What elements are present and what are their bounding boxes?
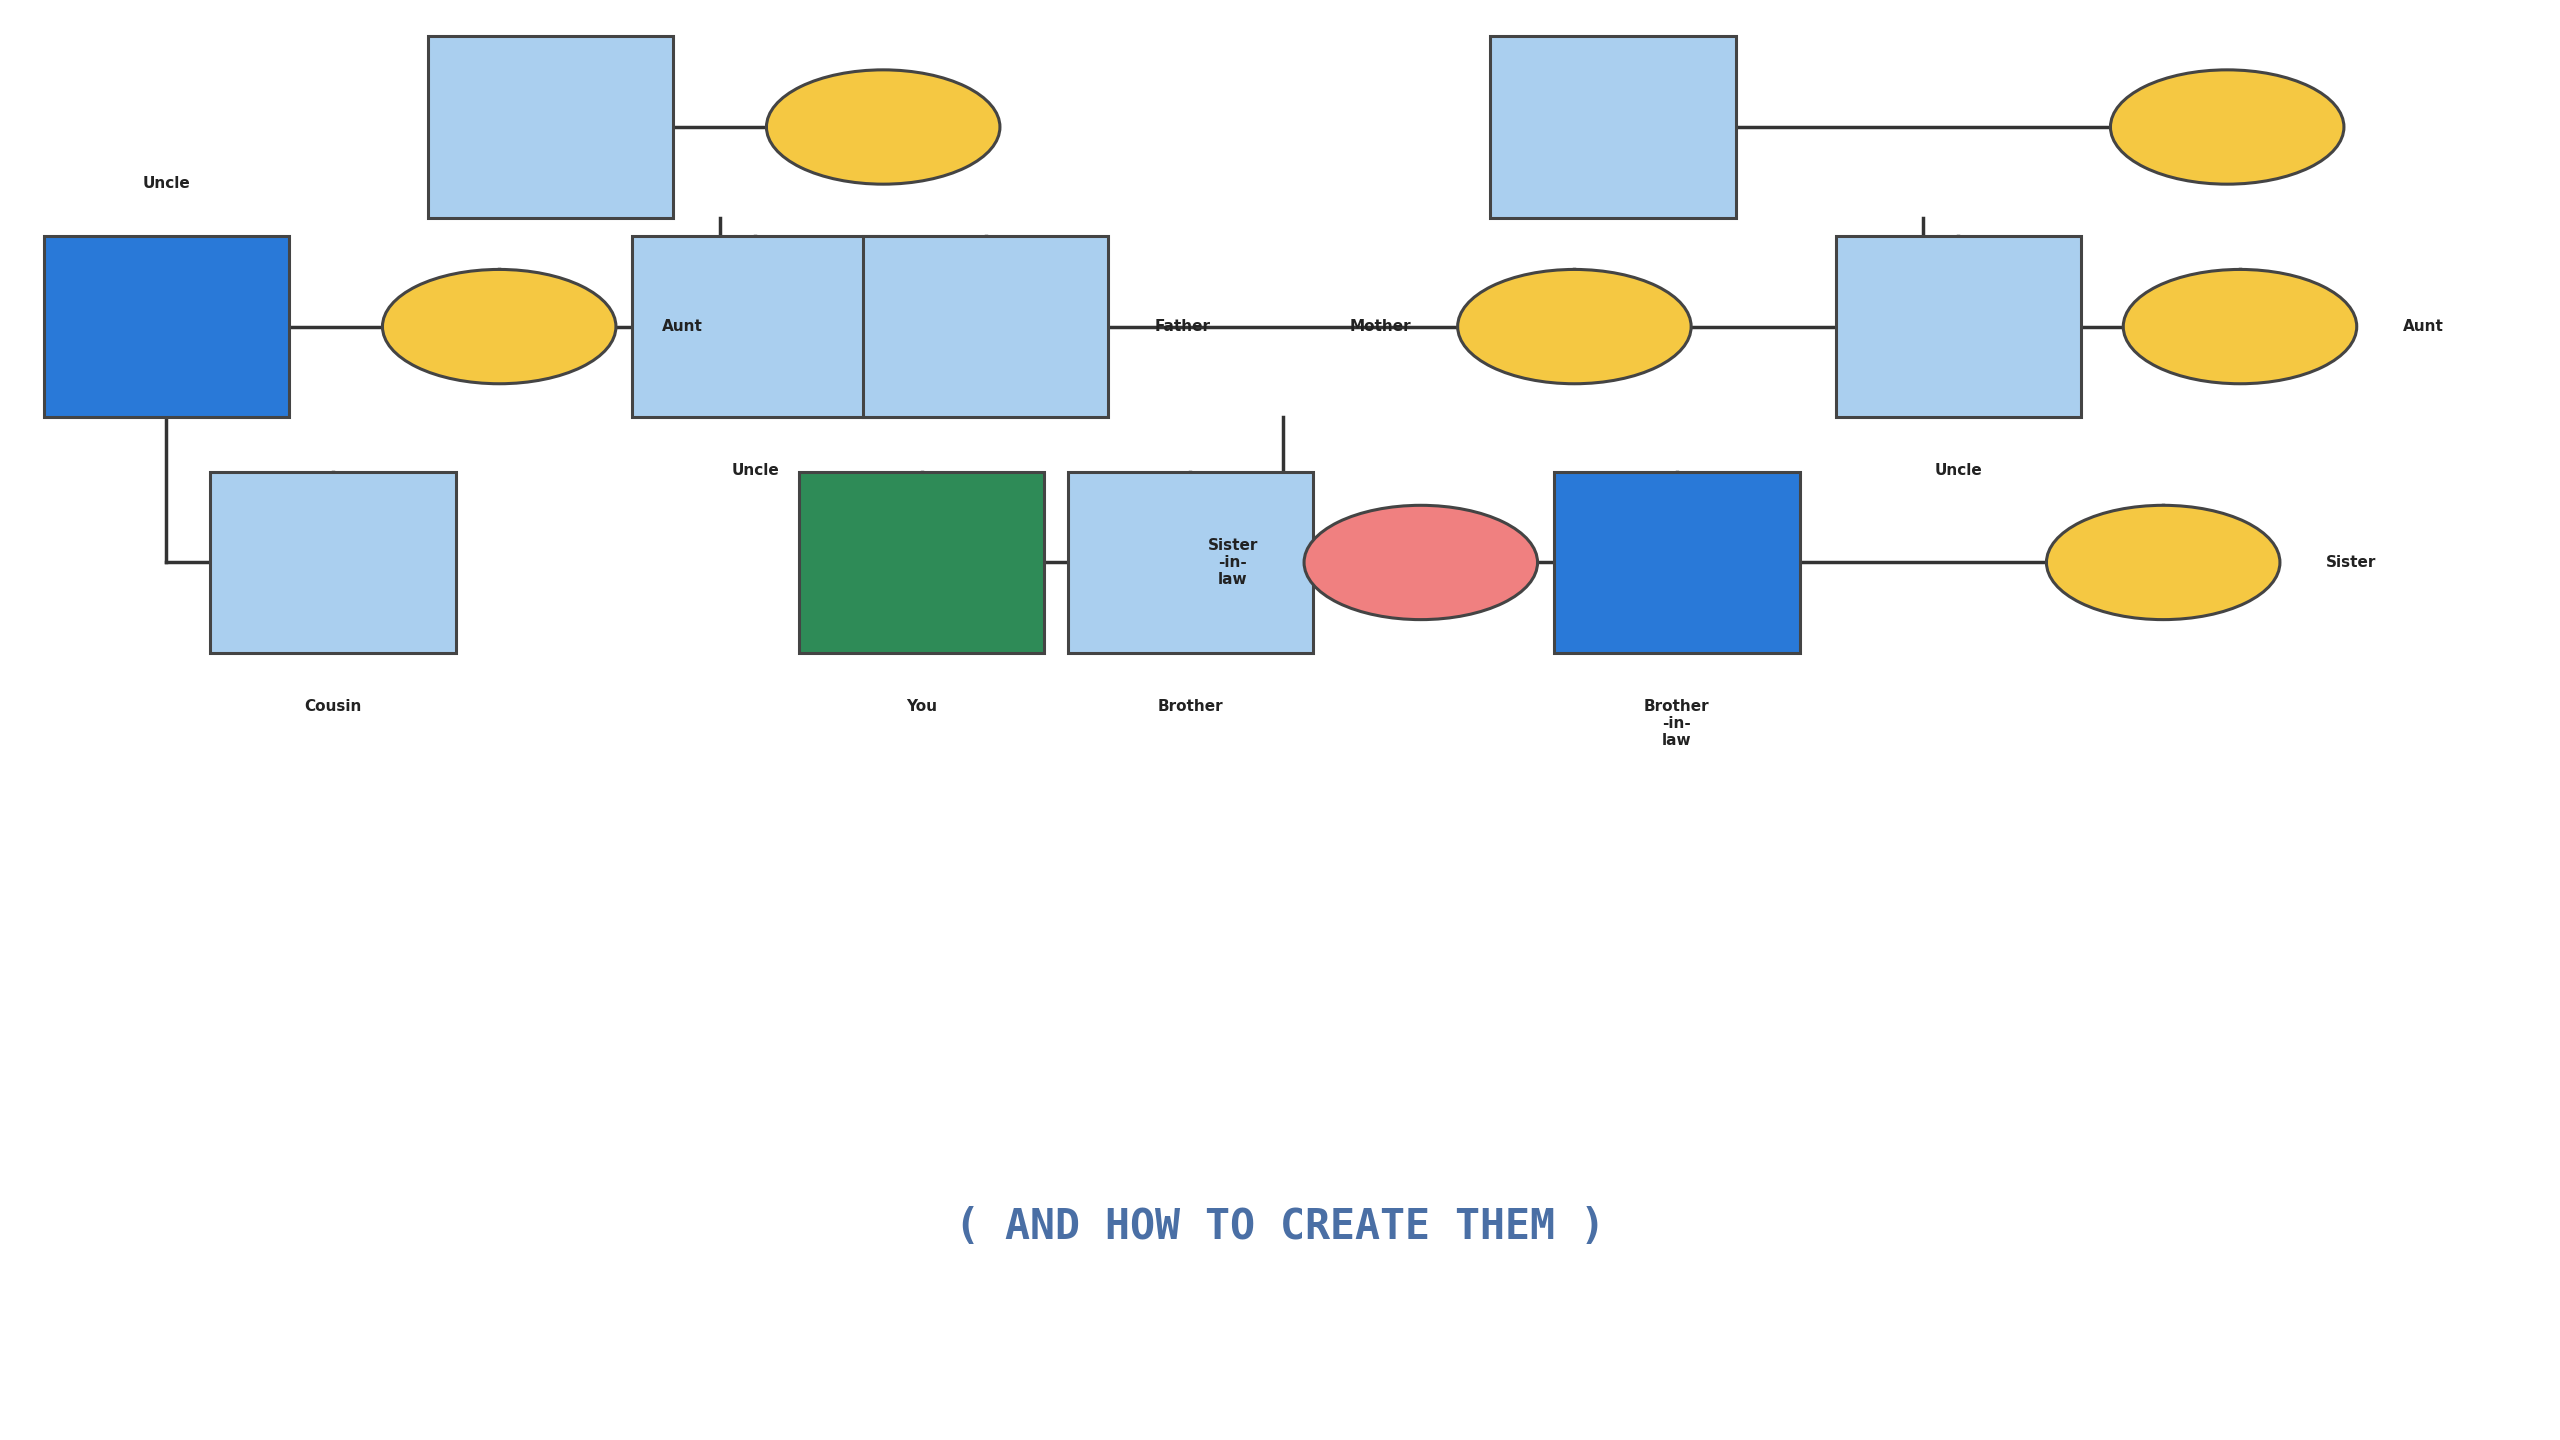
Ellipse shape (2122, 269, 2358, 383)
FancyBboxPatch shape (44, 236, 289, 418)
Text: Aunt: Aunt (663, 320, 704, 334)
FancyBboxPatch shape (1554, 472, 1800, 654)
Text: VENNGAGE: VENNGAGE (1242, 1356, 1434, 1385)
FancyBboxPatch shape (210, 472, 456, 654)
Text: Father: Father (1155, 320, 1211, 334)
Ellipse shape (1457, 269, 1692, 383)
Text: You: You (906, 698, 937, 714)
FancyBboxPatch shape (1068, 472, 1313, 654)
Text: Aunt: Aunt (2404, 320, 2445, 334)
FancyBboxPatch shape (863, 236, 1108, 418)
Text: Brother: Brother (1157, 698, 1224, 714)
Text: Uncle: Uncle (732, 462, 778, 478)
Text: Sister
-in-
law: Sister -in- law (1208, 537, 1257, 588)
Text: Mother: Mother (1349, 320, 1411, 334)
Text: Uncle: Uncle (143, 176, 189, 190)
Text: Uncle: Uncle (1935, 462, 1981, 478)
Text: Brother
-in-
law: Brother -in- law (1644, 698, 1710, 749)
FancyBboxPatch shape (1836, 236, 2081, 418)
Text: 10+ Genogram Examples: 10+ Genogram Examples (573, 1018, 1987, 1116)
FancyBboxPatch shape (632, 236, 878, 418)
Text: Sister: Sister (2327, 554, 2376, 570)
Text: ( AND HOW TO CREATE THEM ): ( AND HOW TO CREATE THEM ) (955, 1205, 1605, 1248)
Text: Cousin: Cousin (305, 698, 361, 714)
FancyBboxPatch shape (428, 36, 673, 217)
Ellipse shape (1303, 505, 1539, 619)
Ellipse shape (2045, 505, 2281, 619)
Ellipse shape (381, 269, 617, 383)
FancyBboxPatch shape (799, 472, 1044, 654)
Ellipse shape (765, 71, 1001, 184)
FancyBboxPatch shape (1490, 36, 1736, 217)
Ellipse shape (2109, 71, 2345, 184)
